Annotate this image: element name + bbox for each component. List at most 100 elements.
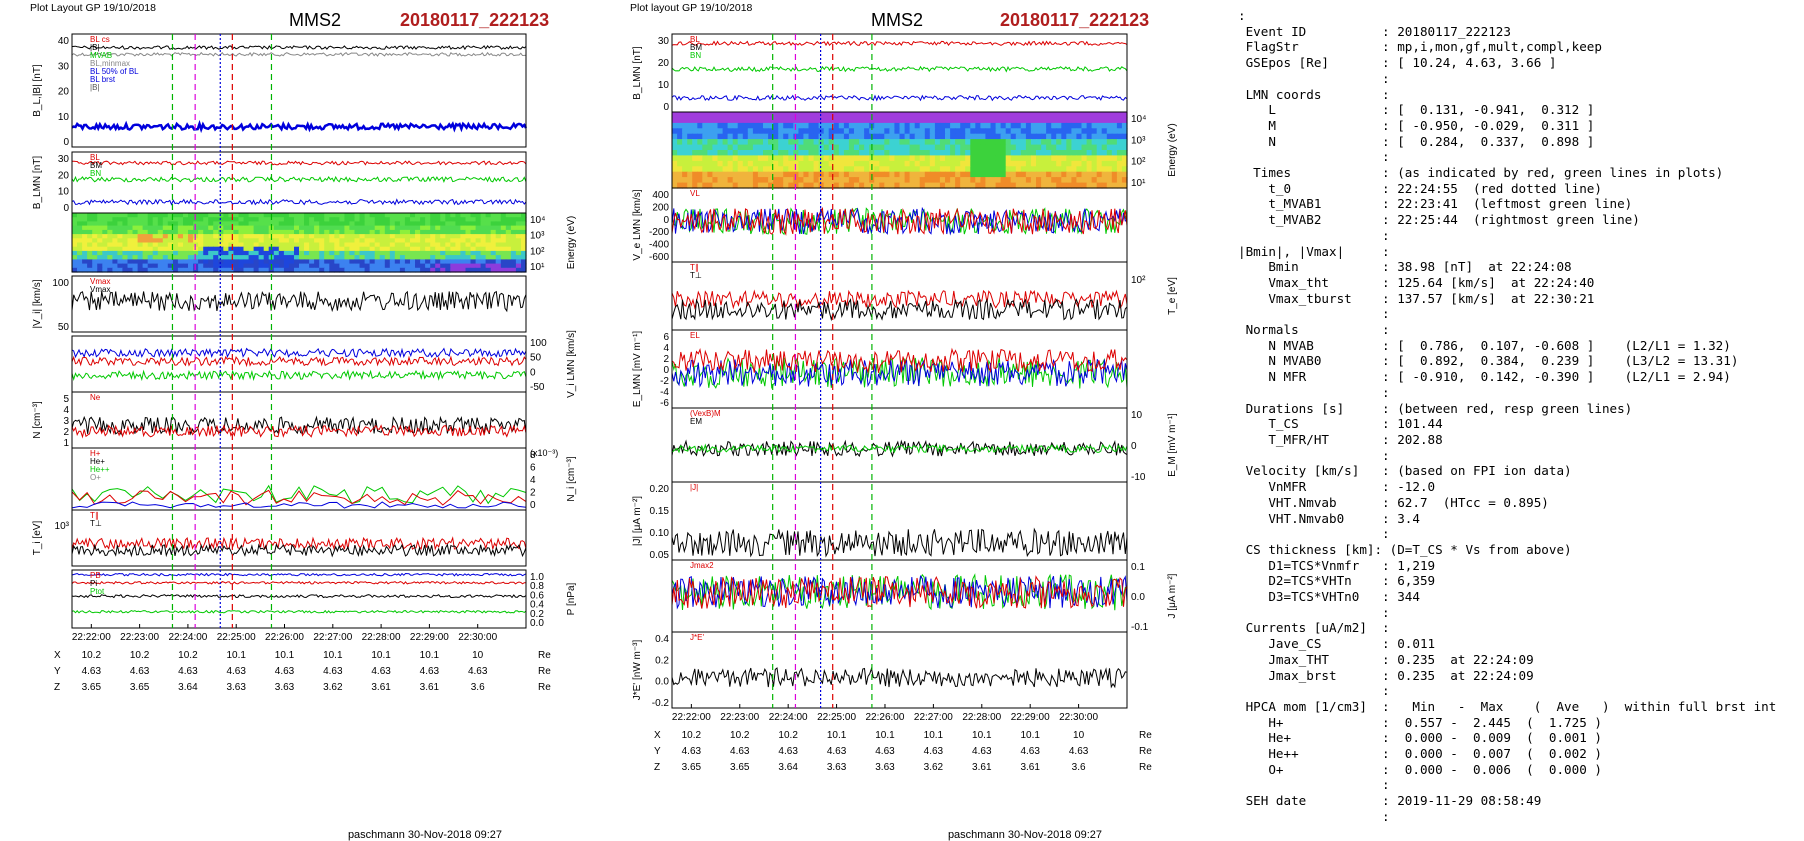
position-value: 3.63 bbox=[226, 682, 246, 693]
panel-frame bbox=[71, 33, 527, 148]
position-value: 3.6 bbox=[1072, 762, 1086, 773]
y-tick-label: 1 bbox=[63, 438, 69, 449]
series-line bbox=[71, 415, 527, 436]
y-tick-label: 10² bbox=[1131, 157, 1146, 168]
panel-7: 0.20 0.15 0.10 0.05 |J| [μA m⁻²] |J| bbox=[632, 481, 1128, 561]
y-tick-label: 0.4 bbox=[655, 634, 669, 645]
panel-frame bbox=[71, 569, 527, 629]
series-line bbox=[671, 356, 1128, 389]
position-value: 4.63 bbox=[924, 746, 944, 757]
series-line bbox=[71, 175, 527, 183]
position-value: 4.63 bbox=[420, 666, 440, 677]
position-unit: Re bbox=[538, 682, 551, 693]
y-tick-label: 0.8 bbox=[530, 581, 544, 592]
y-tick-label: 20 bbox=[58, 87, 70, 98]
y-tick-label: -600 bbox=[649, 252, 669, 263]
scale-note: (x10⁻³) bbox=[530, 448, 558, 458]
legend-entry: BN bbox=[690, 51, 701, 60]
y-tick-label: 10³ bbox=[1131, 135, 1146, 146]
position-value: 3.65 bbox=[130, 682, 150, 693]
position-value: 4.63 bbox=[1020, 746, 1040, 757]
position-value: 4.63 bbox=[682, 746, 702, 757]
y-tick-label: 10⁴ bbox=[530, 215, 545, 226]
position-value: 3.65 bbox=[682, 762, 702, 773]
series-line bbox=[671, 94, 1128, 102]
y-tick-label: 10 bbox=[1131, 410, 1143, 421]
y-tick-label: 0.20 bbox=[650, 484, 670, 495]
position-value: 10 bbox=[1073, 730, 1085, 741]
series-line bbox=[671, 206, 1128, 236]
y-tick-label: 10⁴ bbox=[1131, 114, 1146, 125]
position-value: 4.63 bbox=[178, 666, 198, 677]
y-tick-label: 0 bbox=[663, 102, 669, 113]
y-tick-label: 2 bbox=[663, 354, 669, 365]
y-tick-label: -2 bbox=[660, 376, 669, 387]
position-value: 10.1 bbox=[875, 730, 895, 741]
y-tick-label: 10³ bbox=[55, 521, 70, 532]
y-tick-label: 0.0 bbox=[1131, 592, 1145, 603]
y-tick-label: 10 bbox=[58, 187, 70, 198]
position-value: 4.63 bbox=[1069, 746, 1089, 757]
y-tick-label: 30 bbox=[58, 154, 70, 165]
series-line bbox=[671, 358, 1128, 388]
series-line bbox=[71, 119, 528, 134]
panel-frame bbox=[671, 481, 1128, 561]
position-row-label: X bbox=[654, 730, 661, 741]
y-axis-label: N_i [cm⁻³] bbox=[566, 456, 577, 502]
y-tick-label: 0 bbox=[63, 203, 69, 214]
position-value: 10.2 bbox=[778, 730, 798, 741]
legend-entry: T∥ bbox=[690, 263, 699, 272]
x-tick-label: 22:26:00 bbox=[866, 712, 905, 723]
legend-entry: |B| bbox=[90, 83, 100, 92]
legend-entry: BL bbox=[90, 153, 100, 162]
legend-entry: He+ bbox=[90, 457, 105, 466]
position-value: 3.61 bbox=[371, 682, 391, 693]
y-tick-label: -200 bbox=[649, 227, 669, 238]
series-line bbox=[671, 298, 1128, 322]
series-line bbox=[71, 580, 526, 585]
y-tick-label: 0.2 bbox=[530, 609, 544, 620]
x-tick-label: 22:25:00 bbox=[817, 712, 856, 723]
y-tick-label: 10 bbox=[658, 80, 670, 91]
series-line bbox=[671, 347, 1128, 374]
position-value: 4.63 bbox=[730, 746, 750, 757]
series-line bbox=[671, 443, 1128, 454]
position-value: 3.64 bbox=[778, 762, 798, 773]
position-row-label: Z bbox=[54, 682, 60, 693]
series-line bbox=[71, 424, 527, 439]
y-axis-label: Energy (eV) bbox=[566, 216, 577, 269]
series-line bbox=[71, 572, 527, 577]
position-value: 4.63 bbox=[275, 666, 295, 677]
y-tick-label: 10 bbox=[58, 112, 70, 123]
y-axis-label: N [cm⁻³] bbox=[32, 401, 43, 439]
panel-3: 10⁴ 10³ 10² 10¹ Energy (eV) bbox=[71, 212, 577, 273]
series-line bbox=[71, 347, 527, 359]
plot-layout-label: Plot layout GP 19/10/2018 bbox=[630, 2, 753, 14]
y-tick-label: 2 bbox=[530, 488, 536, 499]
position-value: 4.63 bbox=[827, 746, 847, 757]
legend-entry: Ne bbox=[90, 393, 101, 402]
legend-entry: T⊥ bbox=[690, 271, 702, 280]
y-tick-label: 6 bbox=[663, 332, 669, 343]
y-axis-label: B_LMN [nT] bbox=[632, 46, 643, 100]
legend-entry: (VexB)M bbox=[690, 409, 721, 418]
y-tick-label: -10 bbox=[1131, 472, 1146, 483]
x-tick-label: 22:22:00 bbox=[672, 712, 711, 723]
probe-title: MMS2 bbox=[871, 10, 923, 30]
position-value: 4.63 bbox=[468, 666, 488, 677]
panel-frame bbox=[71, 335, 527, 393]
y-tick-label: 20 bbox=[58, 170, 70, 181]
position-value: 3.64 bbox=[178, 682, 198, 693]
position-value: 10.1 bbox=[420, 650, 440, 661]
y-tick-label: 0.0 bbox=[655, 677, 669, 688]
legend-entry: BL 50% of BL bbox=[90, 67, 139, 76]
y-tick-label: 0 bbox=[1131, 441, 1137, 452]
legend-entry: Pi bbox=[90, 579, 97, 588]
y-tick-label: 6 bbox=[530, 463, 536, 474]
position-value: 4.63 bbox=[130, 666, 150, 677]
